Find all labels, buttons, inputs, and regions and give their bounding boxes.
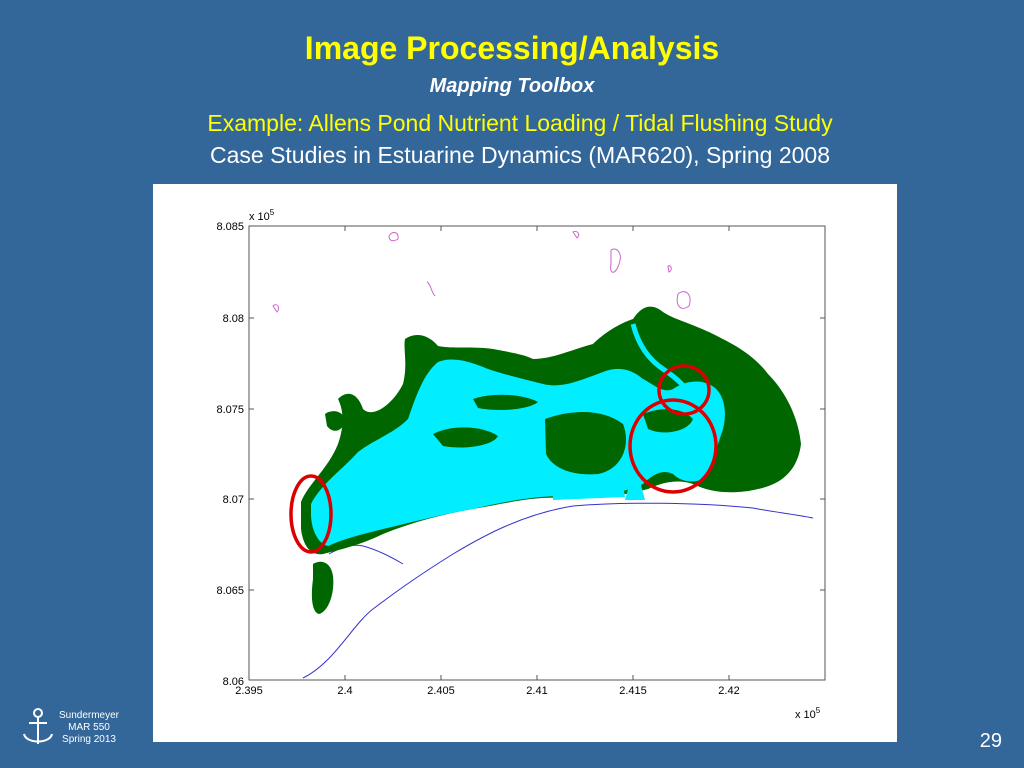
highlight-circles [289,364,718,554]
footer-line-1: Sundermeyer [58,710,120,721]
highlight-circle-east [628,398,718,494]
x-tick-label: 2.395 [235,685,263,697]
x-tick-label: 2.41 [526,685,547,697]
example-line: Example: Allens Pond Nutrient Loading / … [207,110,833,136]
slide-title: Image Processing/Analysis [304,30,720,66]
x-tick-label: 2.4 [337,685,352,697]
water-outlet [625,478,645,500]
x-tick-label: 2.415 [619,685,647,697]
x-tick-marks [248,226,730,680]
y-tick-label: 8.085 [216,221,244,233]
slide-subtitle: Mapping Toolbox [429,75,595,97]
anchor-icon [23,708,53,744]
y-tick-label: 8.08 [223,313,244,325]
x-tick-label: 2.405 [427,685,455,697]
y-tick-marks [249,225,825,591]
highlight-circle-west [289,474,333,554]
land-island [433,427,498,448]
water-channel [630,323,696,401]
highlight-circle-north [657,364,711,416]
y-tick-label: 8.06 [223,676,244,688]
x-multiplier: x 105 [795,706,821,721]
water-outlet [553,484,625,500]
land-island [311,561,334,614]
footer-line-3: Spring 2013 [62,734,116,745]
land-island [545,412,626,475]
footer-credit: Sundermeyer MAR 550 Spring 2013 [52,710,126,746]
page-number: 29 [979,730,1002,752]
y-tick-label: 8.07 [223,494,244,506]
water-area [311,359,725,546]
map-plot: 2.395 2.4 2.405 2.41 2.415 2.42 8.085 8.… [216,208,826,721]
footer-line-2: MAR 550 [68,722,110,733]
y-multiplier: x 105 [249,208,275,223]
pond-outlines [272,231,691,313]
shoreline-outline [302,502,814,679]
land-island [325,411,345,431]
land-island [473,394,538,410]
x-tick-label: 2.42 [718,685,739,697]
y-tick-label: 8.075 [216,404,244,416]
course-line: Case Studies in Estuarine Dynamics (MAR6… [209,142,830,168]
map-figure: 2.395 2.4 2.405 2.41 2.415 2.42 8.085 8.… [153,184,897,742]
y-tick-label: 8.065 [216,585,244,597]
